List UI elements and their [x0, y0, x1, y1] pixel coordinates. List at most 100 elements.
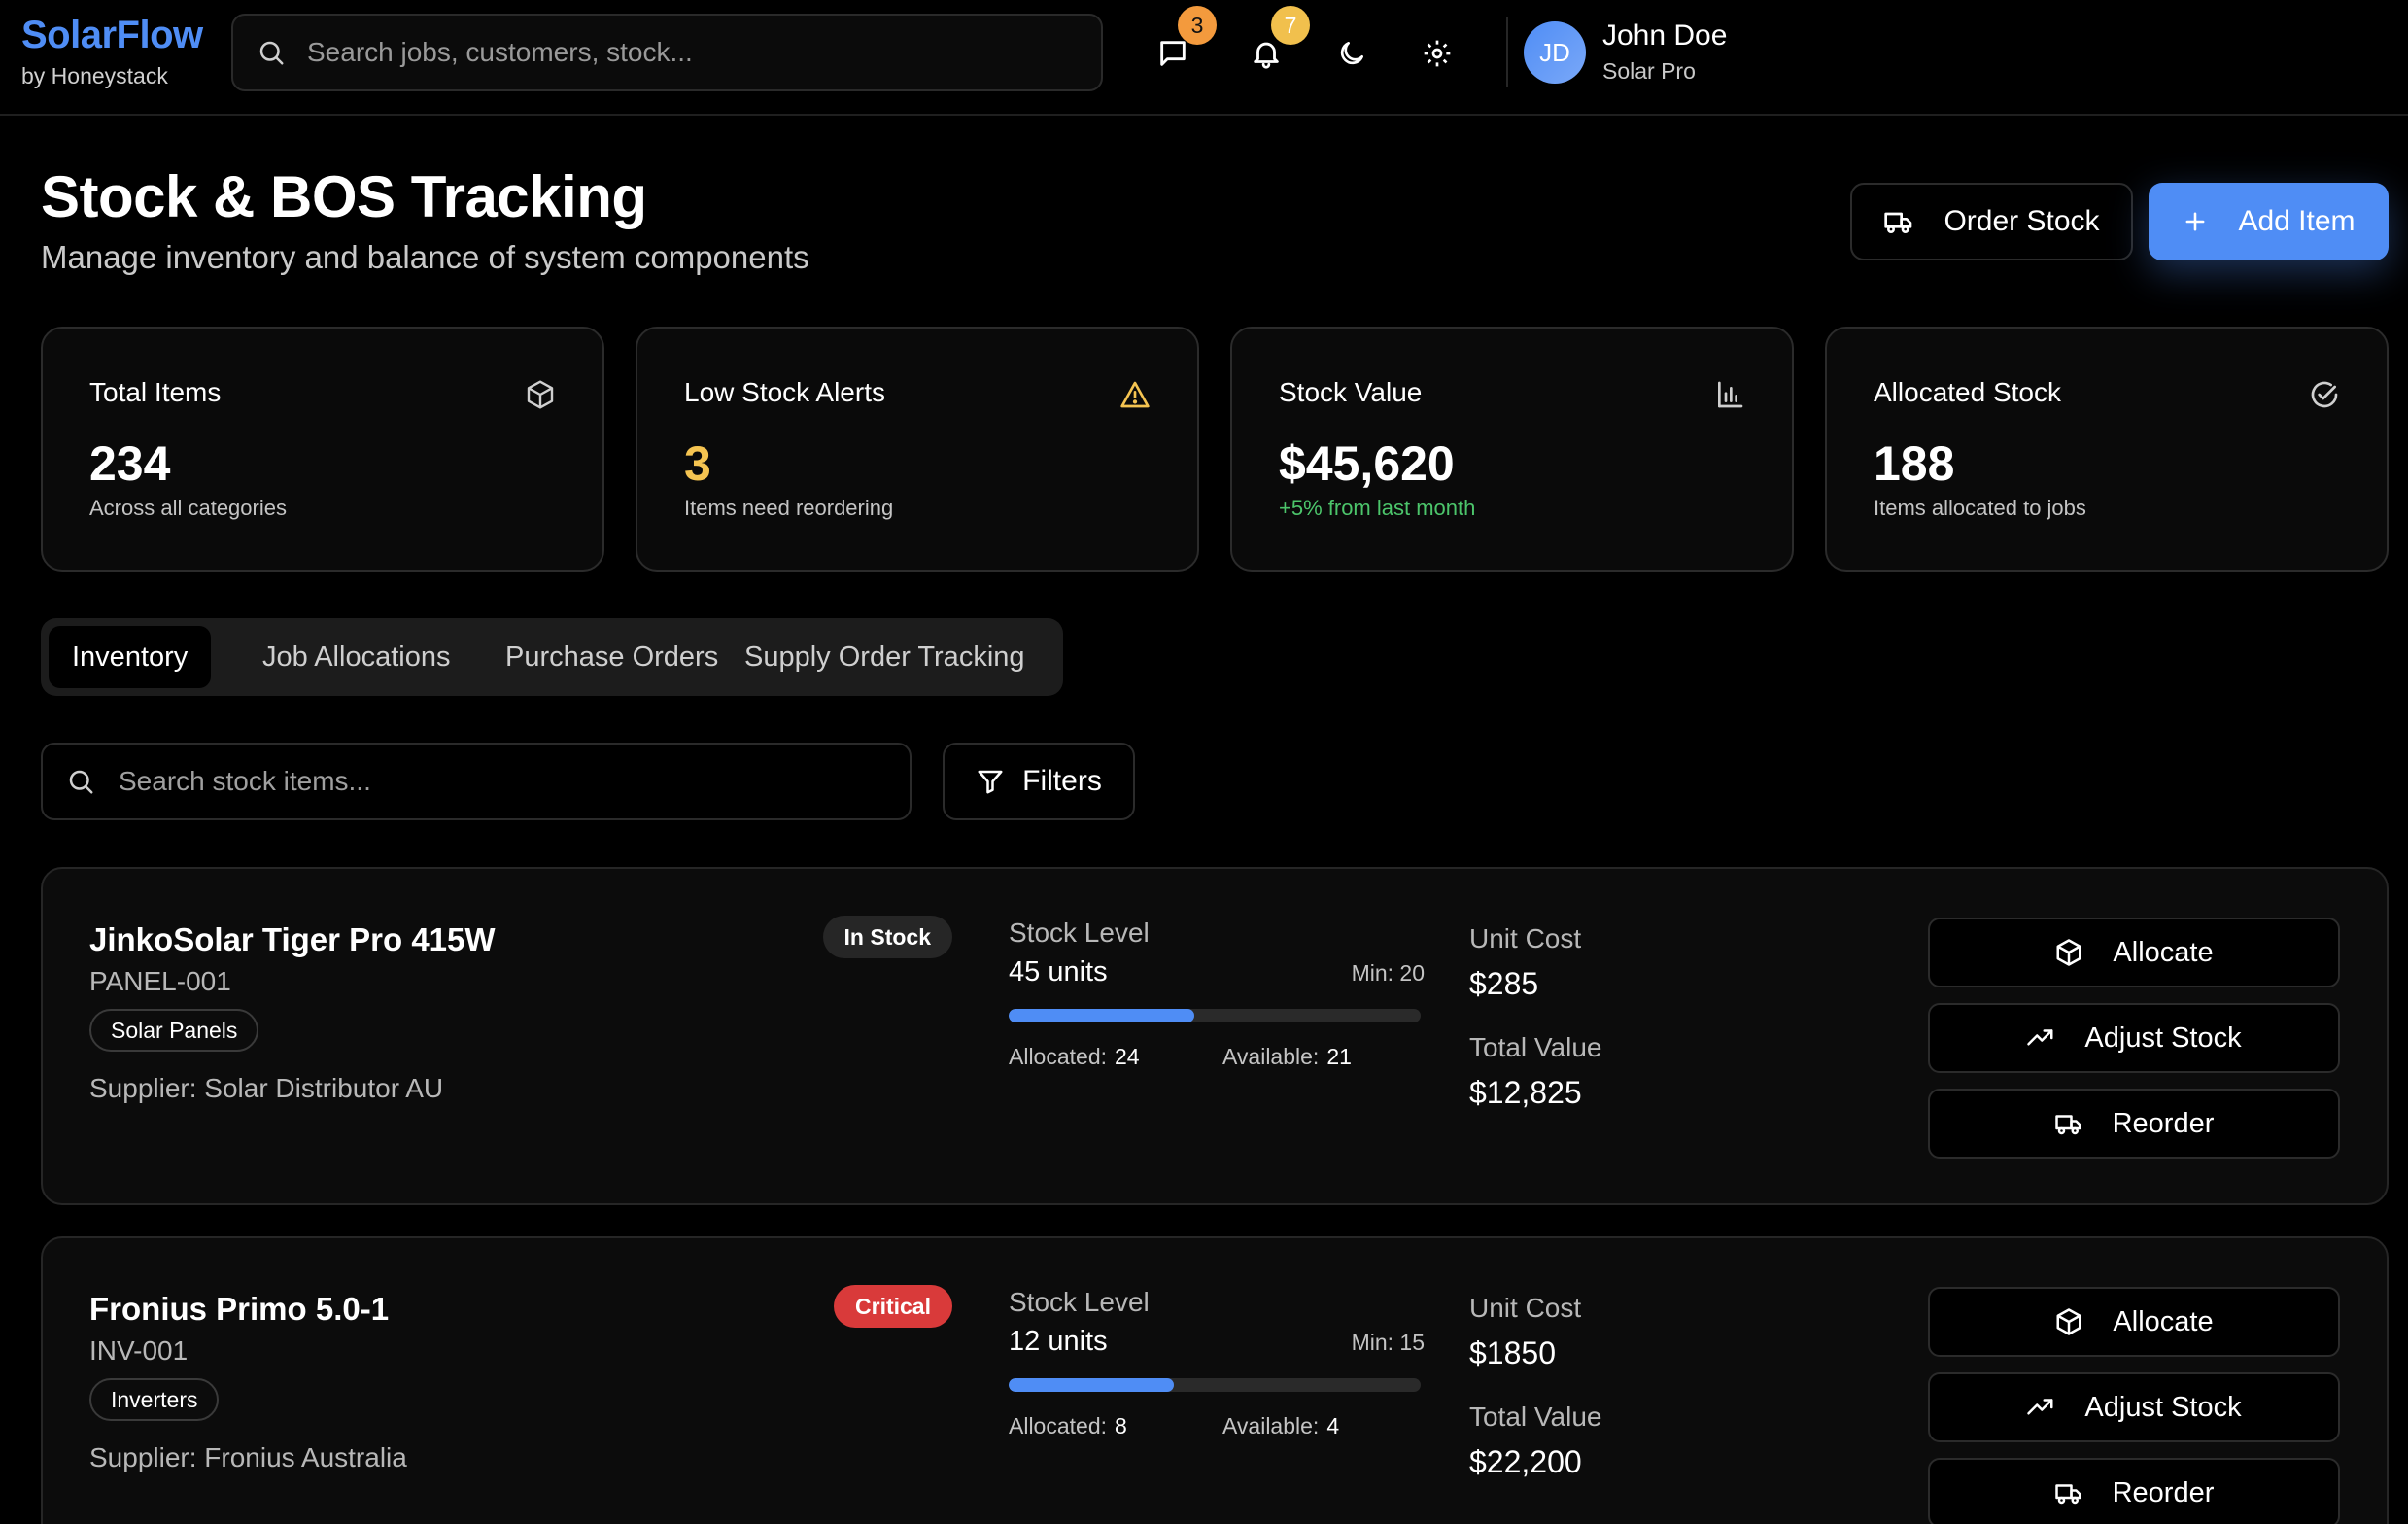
- avatar[interactable]: JD: [1524, 21, 1586, 84]
- available-label: Available:: [1222, 1413, 1320, 1438]
- truck-icon: [2054, 1115, 2081, 1135]
- stat-note: Across all categories: [89, 496, 287, 520]
- tab-inventory[interactable]: Inventory: [49, 626, 212, 688]
- stock-progress-fill: [1009, 1009, 1194, 1022]
- stat-card-total-items: Total Items 234 Across all categories: [41, 327, 604, 572]
- stat-note: Items need reordering: [684, 496, 894, 520]
- tab-bar: Inventory Job Allocations Purchase Order…: [41, 618, 1063, 696]
- notifications-button[interactable]: 7: [1242, 6, 1310, 78]
- stat-card-allocated: Allocated Stock 188 Items allocated to j…: [1825, 327, 2389, 572]
- item-sku: PANEL-001: [89, 966, 231, 996]
- stock-units: 12 units: [1009, 1326, 1108, 1357]
- available-value: 21: [1326, 1044, 1352, 1069]
- available-label: Available:: [1222, 1044, 1320, 1069]
- global-search-input[interactable]: [307, 37, 1084, 68]
- brand-subtitle: by Honeystack: [21, 63, 168, 88]
- warning-icon: [1120, 381, 1150, 408]
- stat-label: Total Items: [89, 377, 222, 407]
- messages-badge: 3: [1178, 6, 1217, 45]
- stat-value: 188: [1874, 436, 1955, 491]
- brand-name: SolarFlow: [21, 14, 203, 56]
- filter-icon: [978, 770, 1003, 794]
- message-icon: [1160, 41, 1186, 66]
- settings-button[interactable]: [1413, 29, 1462, 78]
- item-sku: INV-001: [89, 1335, 189, 1366]
- reorder-button[interactable]: Reorder: [1928, 1089, 2340, 1159]
- stat-card-stock-value: Stock Value $45,620 +5% from last month: [1230, 327, 1794, 572]
- search-icon: [259, 41, 284, 65]
- add-item-label: Add Item: [2238, 205, 2356, 237]
- bar-chart-icon: [1718, 381, 1743, 408]
- package-icon: [2056, 939, 2081, 966]
- allocated-label: Allocated:: [1009, 1044, 1108, 1069]
- total-value-label: Total Value: [1469, 1032, 1602, 1062]
- order-stock-label: Order Stock: [1944, 205, 2100, 237]
- unit-cost-value: $285: [1469, 966, 1539, 1001]
- item-name: Fronius Primo 5.0-1: [89, 1291, 390, 1327]
- user-role: Solar Pro: [1602, 58, 1696, 84]
- allocate-button[interactable]: Allocate: [1928, 1287, 2340, 1357]
- stat-card-low-stock: Low Stock Alerts 3 Items need reordering: [636, 327, 1199, 572]
- stock-min: Min: 20: [1351, 960, 1425, 986]
- stat-value: $45,620: [1279, 436, 1455, 491]
- header-divider: [1506, 17, 1508, 87]
- tab-supply-order-tracking[interactable]: Supply Order Tracking: [744, 641, 1025, 673]
- stock-search-input[interactable]: [119, 766, 877, 797]
- bell-icon: [1254, 42, 1279, 69]
- total-value: $22,200: [1469, 1444, 1582, 1479]
- global-search[interactable]: [231, 14, 1103, 91]
- tab-job-allocations[interactable]: Job Allocations: [262, 641, 451, 673]
- package-icon: [2056, 1308, 2081, 1335]
- check-circle-icon: [2311, 381, 2338, 408]
- reorder-label: Reorder: [2112, 1476, 2215, 1508]
- stat-value: 234: [89, 436, 171, 491]
- trending-up-icon: [2027, 1029, 2053, 1046]
- stock-search[interactable]: [41, 743, 912, 820]
- reorder-button[interactable]: Reorder: [1928, 1458, 2340, 1524]
- theme-toggle[interactable]: [1327, 29, 1376, 78]
- top-header: SolarFlow by Honeystack 3 7 JD John Doe …: [0, 0, 2408, 116]
- stock-item-card: Fronius Primo 5.0-1 INV-001 Inverters Su…: [41, 1236, 2389, 1524]
- stock-item-card: JinkoSolar Tiger Pro 415W PANEL-001 Sola…: [41, 867, 2389, 1205]
- stat-note: Items allocated to jobs: [1874, 496, 2086, 520]
- notifications-badge: 7: [1271, 6, 1310, 45]
- stat-label: Stock Value: [1279, 377, 1423, 407]
- allocate-label: Allocate: [2113, 1305, 2214, 1337]
- plus-icon: [2186, 212, 2205, 231]
- available-value: 4: [1326, 1413, 1340, 1438]
- item-supplier: Supplier: Fronius Australia: [89, 1442, 407, 1472]
- stock-progress-fill: [1009, 1378, 1174, 1392]
- item-name: JinkoSolar Tiger Pro 415W: [89, 921, 496, 957]
- unit-cost-value: $1850: [1469, 1335, 1556, 1370]
- adjust-stock-label: Adjust Stock: [2084, 1391, 2242, 1423]
- adjust-stock-button[interactable]: Adjust Stock: [1928, 1003, 2340, 1073]
- category-badge: Inverters: [89, 1378, 220, 1421]
- adjust-stock-button[interactable]: Adjust Stock: [1928, 1372, 2340, 1442]
- page-subtitle: Manage inventory and balance of system c…: [41, 239, 809, 275]
- reorder-label: Reorder: [2112, 1107, 2215, 1139]
- filters-button[interactable]: Filters: [943, 743, 1135, 820]
- status-badge: In Stock: [822, 916, 952, 958]
- allocated-value: 8: [1115, 1413, 1127, 1438]
- order-stock-button[interactable]: Order Stock: [1850, 183, 2133, 260]
- stock-progress-bar: [1009, 1378, 1421, 1392]
- allocate-button[interactable]: Allocate: [1928, 918, 2340, 987]
- filters-label: Filters: [1022, 765, 1102, 797]
- stock-level-label: Stock Level: [1009, 1287, 1150, 1317]
- stat-label: Allocated Stock: [1874, 377, 2061, 407]
- available-count: Available: 21: [1222, 1044, 1352, 1070]
- unit-cost-label: Unit Cost: [1469, 1293, 1582, 1323]
- available-count: Available: 4: [1222, 1413, 1339, 1439]
- brand[interactable]: SolarFlow by Honeystack: [21, 14, 203, 89]
- package-icon: [527, 380, 554, 409]
- truck-icon: [2054, 1484, 2081, 1505]
- messages-button[interactable]: 3: [1149, 6, 1217, 78]
- total-value-label: Total Value: [1469, 1402, 1602, 1432]
- add-item-button[interactable]: Add Item: [2149, 183, 2389, 260]
- stat-value: 3: [684, 436, 711, 491]
- gear-icon: [1424, 40, 1451, 67]
- stat-note: +5% from last month: [1279, 496, 1476, 520]
- tab-purchase-orders[interactable]: Purchase Orders: [505, 641, 719, 673]
- stat-label: Low Stock Alerts: [684, 377, 885, 407]
- allocated-count: Allocated: 24: [1009, 1044, 1140, 1070]
